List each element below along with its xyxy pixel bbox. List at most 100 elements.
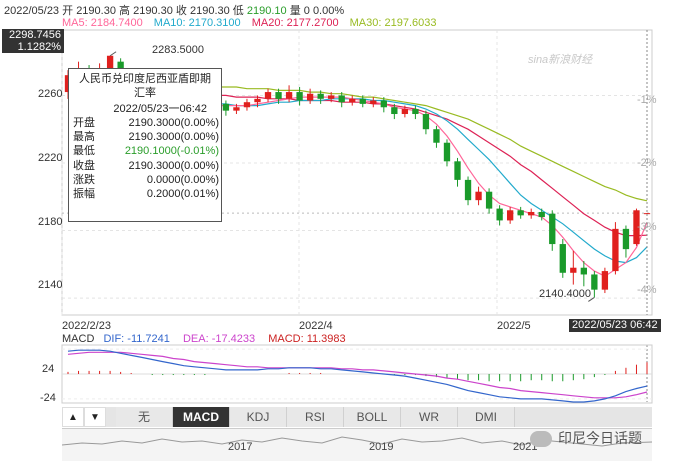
- candle-up: [506, 210, 514, 221]
- tooltip-key: 涨跌: [73, 173, 95, 186]
- low-label: 低: [232, 5, 244, 17]
- percent-tick: -2%: [637, 157, 657, 169]
- tooltip-value: 0.2000(0.01%): [146, 188, 219, 201]
- dea-legend: DEA: -17.4233: [182, 333, 256, 345]
- tooltip-value: 2190.3000(0.00%): [128, 131, 219, 144]
- tooltip-value: 0.0000(0.00%): [146, 173, 219, 186]
- tab-wr[interactable]: WR: [401, 407, 458, 427]
- tooltip-row: 收盘 2190.3000(0.00%): [69, 159, 221, 173]
- candle-up: [233, 107, 240, 111]
- candle-up: [601, 271, 609, 290]
- tab-boll[interactable]: BOLL: [344, 407, 401, 427]
- tooltip-row: 开盘 2190.3000(0.00%): [69, 116, 221, 130]
- scroll-up-button[interactable]: ▲: [62, 407, 84, 427]
- y-tick: 2180: [38, 216, 63, 228]
- candle-up: [370, 100, 377, 104]
- percent-tick: -1%: [637, 94, 657, 106]
- y-tick: 2140: [38, 279, 63, 291]
- candle-up: [254, 98, 261, 103]
- y-axis-top-value: 2298.7456: [2, 29, 64, 41]
- candle-down: [454, 161, 461, 180]
- indicator-tabs: ▲ ▼ 无 MACD KDJ RSI BOLL WR DMI: [62, 407, 652, 427]
- ma20-legend: MA20: 2177.2700: [251, 17, 339, 29]
- tooltip-row: 振幅 0.2000(0.01%): [69, 187, 221, 201]
- candle-up: [264, 92, 272, 99]
- ma5-legend: MA5: 2184.7400: [62, 17, 143, 29]
- tooltip-key: 收盘: [73, 159, 95, 172]
- candle-down: [485, 191, 493, 209]
- percent-tick: -3%: [637, 221, 657, 233]
- ma-legend: MA5: 2184.7400 MA10: 2170.3100 MA20: 217…: [62, 17, 445, 29]
- y-tick: 2220: [38, 152, 63, 164]
- tooltip-key: 最低: [73, 145, 95, 158]
- tab-none[interactable]: 无: [116, 407, 173, 427]
- macd-tick: -24: [40, 392, 56, 404]
- macd-tick: 24: [42, 363, 55, 375]
- candle-down: [443, 142, 451, 162]
- range-navigator[interactable]: [61, 428, 653, 461]
- tab-dmi[interactable]: DMI: [458, 407, 515, 427]
- navigator-year: 2017: [228, 441, 253, 453]
- candle-down: [359, 98, 366, 104]
- quote-info-line: 2022/05/23 开 2190.30 高 2190.30 收 2190.30…: [4, 2, 344, 18]
- tooltip-title-line1: 人民币兑印度尼西亚盾即期: [79, 73, 211, 85]
- min-pointer: [588, 297, 595, 302]
- max-price-label: 2283.5000: [152, 44, 204, 56]
- candle-up: [475, 191, 482, 201]
- candle-down: [391, 107, 398, 115]
- y-axis-top-percent: 1.1282%: [2, 41, 64, 53]
- candle-down: [222, 103, 230, 111]
- close-value: 2190.30: [189, 5, 230, 17]
- candle-down: [622, 228, 630, 250]
- price-plot-frame: [61, 29, 653, 316]
- ohlc-tooltip: 人民币兑印度尼西亚盾即期 汇率 2022/05/23一06:42 开盘 2190.…: [68, 68, 222, 222]
- candle-down: [559, 244, 566, 273]
- candle-up: [243, 102, 251, 108]
- x-tick: 2022/2/23: [62, 320, 111, 332]
- wechat-channel-name: 印尼今日话题: [558, 430, 642, 446]
- candle-down: [517, 210, 524, 216]
- candle-up: [401, 108, 409, 115]
- tooltip-key: 振幅: [73, 188, 95, 201]
- candle-down: [422, 114, 430, 130]
- candle-down: [464, 179, 472, 201]
- tab-kdj[interactable]: KDJ: [230, 407, 287, 427]
- sina-watermark: sina新浪财经: [528, 54, 593, 66]
- open-label: 开: [62, 5, 74, 17]
- percent-tick: -4%: [637, 284, 657, 296]
- wechat-icon: [530, 431, 552, 448]
- candle-down: [338, 95, 345, 103]
- candle-down: [317, 93, 324, 99]
- quote-date: 2022/05/23: [4, 5, 60, 17]
- candle-up: [570, 267, 577, 273]
- tooltip-row: 涨跌 0.0000(0.00%): [69, 173, 221, 187]
- min-price-label: 2140.4000: [539, 288, 591, 300]
- high-label: 高: [119, 5, 131, 17]
- scroll-down-button[interactable]: ▼: [84, 407, 106, 427]
- macd-indicator-name: MACD: [62, 333, 95, 345]
- candle-down: [580, 267, 587, 275]
- macd-legend: MACD DIF: -11.7241 DEA: -17.4233 MACD: 1…: [62, 333, 346, 345]
- candle-up: [106, 55, 114, 69]
- tooltip-value: 2190.1000(-0.01%): [124, 145, 219, 158]
- y-tick: 2260: [38, 88, 63, 100]
- x-tick: 2022/4: [299, 320, 333, 332]
- tab-rsi[interactable]: RSI: [287, 407, 344, 427]
- tooltip-datetime: 2022/05/23一06:42: [113, 103, 207, 115]
- tooltip-row: 最高 2190.3000(0.00%): [69, 130, 221, 144]
- open-value: 2190.30: [76, 5, 116, 17]
- high-value: 2190.30: [133, 5, 173, 17]
- tooltip-value: 2190.3000(0.00%): [128, 159, 219, 172]
- tooltip-key: 开盘: [73, 117, 95, 129]
- tooltip-value: 2190.3000(0.00%): [128, 117, 219, 129]
- tab-macd[interactable]: MACD: [173, 407, 230, 427]
- candle-down: [412, 108, 419, 115]
- ma30-legend: MA30: 2197.6033: [349, 17, 437, 29]
- max-pointer: [109, 51, 117, 57]
- close-label: 收: [175, 5, 187, 17]
- candle-down: [380, 100, 387, 108]
- candle-up: [306, 93, 314, 101]
- candle-down: [591, 274, 598, 290]
- dea-line: [67, 351, 648, 399]
- x-tick: 2022/5: [497, 320, 531, 332]
